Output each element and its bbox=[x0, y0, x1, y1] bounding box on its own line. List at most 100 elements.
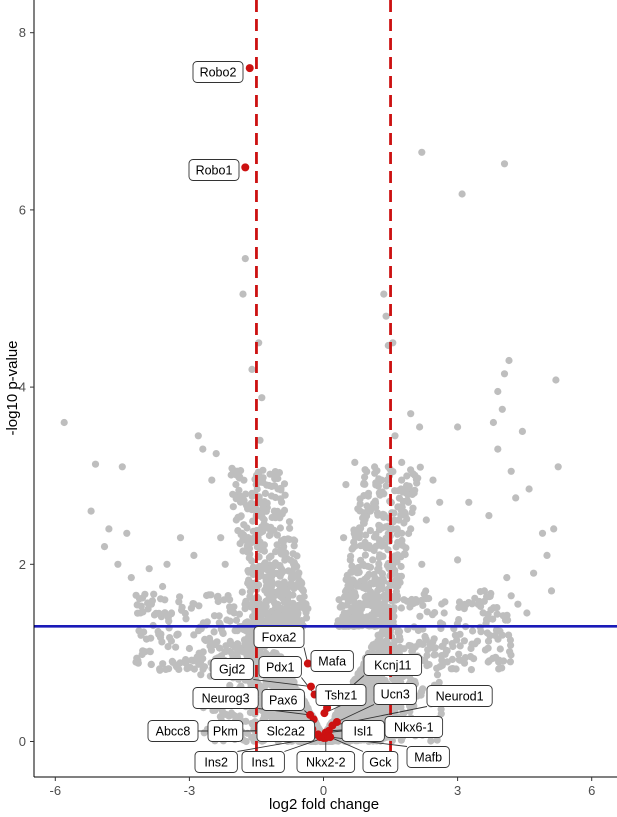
data-point bbox=[286, 524, 294, 532]
data-point bbox=[438, 656, 446, 664]
data-point bbox=[212, 450, 220, 458]
data-point bbox=[152, 609, 160, 618]
data-point bbox=[500, 160, 509, 168]
gene-label-box bbox=[192, 61, 244, 83]
data-point bbox=[498, 631, 506, 639]
data-point bbox=[232, 480, 240, 489]
data-point bbox=[419, 685, 427, 693]
data-point bbox=[163, 560, 171, 568]
data-point bbox=[433, 736, 441, 744]
data-point bbox=[346, 592, 354, 600]
data-point bbox=[350, 598, 358, 606]
data-point bbox=[366, 527, 374, 535]
data-point bbox=[293, 613, 301, 622]
data-point bbox=[147, 600, 155, 608]
data-point bbox=[91, 460, 100, 468]
gene-label: Gjd2 bbox=[219, 663, 245, 677]
data-point bbox=[495, 665, 503, 673]
highlighted-data-point bbox=[245, 64, 254, 73]
data-point bbox=[279, 544, 287, 553]
data-point bbox=[375, 560, 383, 568]
data-point bbox=[456, 642, 464, 650]
gene-label: Nkx2-2 bbox=[306, 756, 346, 770]
data-point bbox=[492, 653, 500, 661]
data-point bbox=[392, 543, 400, 551]
data-point bbox=[279, 538, 287, 546]
data-point bbox=[506, 636, 514, 644]
gene-label: Mafa bbox=[318, 655, 346, 669]
y-tick-label: 8 bbox=[19, 25, 26, 40]
data-point bbox=[344, 609, 352, 617]
data-point bbox=[492, 626, 501, 634]
data-point bbox=[195, 649, 203, 657]
gene-label-box bbox=[258, 656, 302, 678]
data-point bbox=[173, 630, 181, 639]
gene-label-box bbox=[296, 751, 356, 773]
data-point bbox=[396, 633, 404, 641]
data-point bbox=[183, 665, 191, 673]
data-point bbox=[360, 492, 368, 500]
data-point bbox=[467, 644, 475, 653]
data-point bbox=[268, 513, 276, 522]
data-point bbox=[262, 506, 270, 514]
data-point bbox=[243, 618, 252, 626]
gene-label: Tshz1 bbox=[325, 689, 358, 703]
data-point bbox=[342, 481, 350, 489]
data-point bbox=[132, 591, 140, 599]
gene-label: Gck bbox=[369, 756, 392, 770]
data-point bbox=[395, 494, 403, 502]
data-point bbox=[406, 707, 414, 716]
data-point bbox=[376, 522, 384, 530]
x-tick-label: -3 bbox=[184, 783, 196, 798]
gene-label: Ins1 bbox=[251, 756, 275, 770]
data-point bbox=[285, 518, 294, 526]
data-point bbox=[289, 591, 297, 599]
data-point bbox=[525, 485, 533, 493]
gene-label-box bbox=[192, 687, 259, 709]
data-point bbox=[375, 593, 383, 601]
data-point bbox=[238, 588, 246, 596]
gene-label: Robo1 bbox=[196, 164, 233, 178]
data-point bbox=[217, 652, 225, 660]
data-point bbox=[433, 671, 442, 679]
data-point bbox=[287, 580, 295, 588]
gene-label: Robo2 bbox=[200, 66, 237, 80]
data-point bbox=[538, 529, 547, 537]
data-point bbox=[278, 594, 287, 602]
data-point bbox=[397, 604, 405, 612]
data-point bbox=[372, 610, 380, 618]
data-point bbox=[408, 490, 416, 498]
data-point bbox=[172, 643, 180, 651]
data-point bbox=[200, 729, 208, 737]
data-point bbox=[500, 370, 509, 378]
data-point bbox=[239, 547, 247, 555]
data-point bbox=[274, 609, 282, 617]
data-point bbox=[438, 600, 446, 608]
data-point bbox=[403, 472, 411, 480]
data-point bbox=[451, 631, 459, 639]
data-point bbox=[190, 551, 198, 560]
data-point bbox=[159, 660, 167, 668]
gene-label-box bbox=[362, 751, 399, 773]
x-tick-label: 3 bbox=[454, 783, 461, 798]
data-point bbox=[407, 525, 415, 533]
data-point bbox=[407, 410, 415, 418]
data-point bbox=[230, 603, 238, 611]
data-point bbox=[389, 562, 397, 570]
data-point bbox=[263, 523, 271, 531]
data-point bbox=[199, 445, 207, 453]
data-point bbox=[361, 515, 369, 524]
data-point bbox=[412, 474, 420, 482]
data-point bbox=[258, 394, 266, 402]
data-point bbox=[375, 554, 383, 562]
gene-label: Neurog3 bbox=[202, 692, 250, 706]
data-point bbox=[506, 648, 514, 656]
data-point bbox=[296, 594, 304, 602]
data-point bbox=[105, 525, 113, 533]
data-point bbox=[374, 511, 382, 519]
data-point bbox=[240, 521, 248, 529]
data-point bbox=[247, 594, 255, 602]
data-point bbox=[207, 646, 215, 654]
gene-label: Nkx6-1 bbox=[394, 721, 434, 735]
data-point bbox=[375, 567, 383, 575]
